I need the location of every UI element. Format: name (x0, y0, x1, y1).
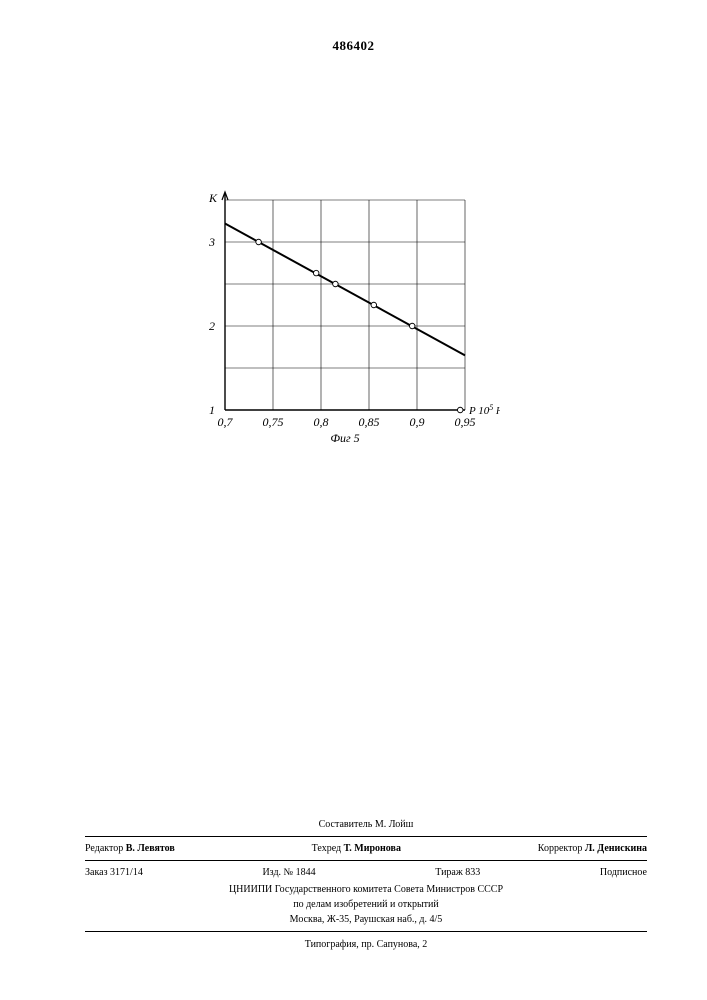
page-number: 486402 (333, 38, 375, 54)
composer-line: Составитель М. Лойш (85, 817, 647, 832)
tirazh: Тираж 833 (435, 865, 480, 880)
editor: Редактор В. Левятов (85, 841, 175, 856)
figure-5-chart: KP 105 H/M2Фиг 5 0,70,750,80,850,90,9512… (195, 190, 500, 455)
svg-text:2: 2 (209, 319, 215, 333)
zakaz: Заказ 3171/14 (85, 865, 143, 880)
corrector: Корректор Л. Денискина (538, 841, 647, 856)
svg-text:1: 1 (209, 403, 215, 417)
chart-svg: KP 105 H/M2Фиг 5 0,70,750,80,850,90,9512… (195, 190, 500, 455)
svg-text:0,8: 0,8 (314, 415, 329, 429)
svg-text:Фиг 5: Фиг 5 (330, 431, 359, 445)
address-line: Москва, Ж-35, Раушская наб., д. 4/5 (85, 912, 647, 927)
podpis: Подписное (600, 865, 647, 880)
svg-text:0,7: 0,7 (218, 415, 234, 429)
svg-text:0,75: 0,75 (263, 415, 284, 429)
svg-text:K: K (208, 191, 218, 205)
separator (85, 931, 647, 932)
imprint-footer: Составитель М. Лойш Редактор В. Левятов … (85, 817, 647, 952)
printer-line: Типография, пр. Сапунова, 2 (85, 937, 647, 952)
svg-text:3: 3 (208, 235, 215, 249)
izd: Изд. № 1844 (262, 865, 315, 880)
svg-text:0,85: 0,85 (359, 415, 380, 429)
separator (85, 836, 647, 837)
org-line-2: по делам изобретений и открытий (85, 897, 647, 912)
tehred: Техред Т. Миронова (312, 841, 401, 856)
separator (85, 860, 647, 861)
order-row: Заказ 3171/14 Изд. № 1844 Тираж 833 Подп… (85, 865, 647, 880)
credits-row: Редактор В. Левятов Техред Т. Миронова К… (85, 841, 647, 856)
svg-text:0,95: 0,95 (455, 415, 476, 429)
svg-text:0,9: 0,9 (410, 415, 425, 429)
org-line-1: ЦНИИПИ Государственного комитета Совета … (85, 882, 647, 897)
